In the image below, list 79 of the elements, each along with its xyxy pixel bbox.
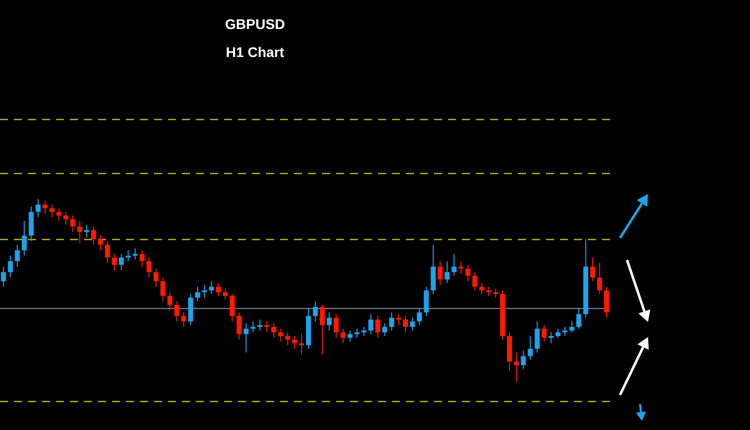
candlestick <box>160 277 166 302</box>
candlestick <box>472 272 478 291</box>
candlestick <box>181 312 186 328</box>
candlestick <box>14 244 20 268</box>
candlestick <box>271 322 276 338</box>
candlestick <box>42 200 48 214</box>
candlestick <box>382 322 388 337</box>
candlestick <box>22 220 27 256</box>
candlestick <box>410 317 415 332</box>
candlestick <box>548 332 554 344</box>
candlestick <box>416 308 422 326</box>
candlestick <box>562 326 568 337</box>
candlestick <box>361 326 366 337</box>
candlestick <box>188 294 194 326</box>
candlestick <box>334 314 339 338</box>
candlestick <box>348 330 353 342</box>
candlestick <box>514 352 519 382</box>
candlestick <box>264 320 270 333</box>
candlestick <box>174 300 180 322</box>
candlestick <box>118 253 124 271</box>
candlestick <box>98 235 104 251</box>
candlestick <box>528 336 533 360</box>
candlestick <box>91 226 96 246</box>
candlestick <box>257 319 262 332</box>
candlestick <box>597 262 602 295</box>
candlestick <box>576 308 582 330</box>
candlestick <box>438 260 443 286</box>
candlestick <box>216 282 221 296</box>
candlestick <box>36 198 41 218</box>
candlestick <box>590 257 596 282</box>
candlestick <box>452 253 457 276</box>
candlestick <box>479 282 484 295</box>
candlestick <box>569 320 574 333</box>
candlestick <box>368 314 374 335</box>
candlestick <box>140 250 145 268</box>
candlestick <box>444 260 450 284</box>
candlestick <box>126 250 131 262</box>
candlestick <box>465 264 470 282</box>
candlestick <box>312 300 318 322</box>
candlestick <box>167 292 172 311</box>
candlestick <box>375 315 380 338</box>
candlestick <box>424 286 429 316</box>
candlestick <box>389 312 394 332</box>
candlestick <box>146 257 152 278</box>
candlestick <box>8 255 13 278</box>
candlestick <box>292 336 298 350</box>
candlestick <box>520 350 526 370</box>
chart-subtitle: H1 Chart <box>226 44 285 60</box>
candlestick <box>153 268 158 288</box>
candlestick <box>534 320 540 353</box>
candlestick <box>70 215 76 232</box>
candlestick <box>320 304 325 355</box>
candlestick <box>77 220 82 244</box>
candlestick <box>208 280 214 295</box>
candlestick <box>56 208 62 222</box>
candlestick <box>0 266 6 288</box>
candlestick <box>493 288 498 298</box>
candlestick <box>542 324 547 342</box>
candlestick <box>604 286 610 318</box>
candlestick <box>49 204 54 218</box>
candlestick <box>285 332 290 346</box>
candlestick <box>195 286 200 302</box>
candlestick <box>112 253 117 271</box>
candlestick <box>326 312 332 332</box>
candlestick <box>244 322 249 353</box>
candlestick <box>230 294 235 322</box>
chart-title: GBPUSD <box>225 16 285 32</box>
candlestick <box>403 315 408 333</box>
candlestick <box>236 312 242 340</box>
candlestick <box>104 240 110 264</box>
candlestick <box>556 328 561 338</box>
candlestick <box>28 206 34 242</box>
candlestick <box>222 288 228 300</box>
candlestick <box>84 224 90 238</box>
candlestick <box>430 244 436 295</box>
candlestick <box>340 328 346 344</box>
candlestick <box>278 328 284 342</box>
candlestick <box>63 211 68 226</box>
candlestick <box>458 260 464 274</box>
